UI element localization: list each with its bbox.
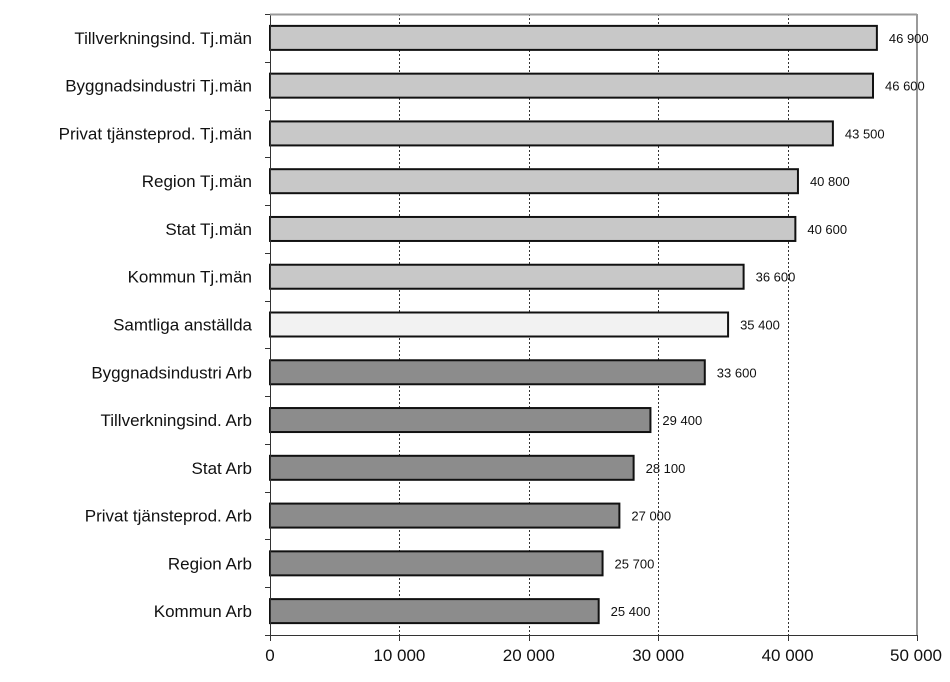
- category-label: Privat tjänsteprod. Arb: [85, 507, 252, 526]
- value-label: 40 800: [810, 174, 850, 189]
- x-tick-label: 50 000: [890, 646, 942, 665]
- bar: [269, 72, 875, 99]
- category-label: Tillverkningsind. Arb: [101, 411, 253, 430]
- value-label: 40 600: [807, 222, 847, 237]
- bar: [269, 407, 652, 434]
- category-label: Byggnadsindustri Tj.män: [65, 77, 252, 96]
- value-label: 29 400: [662, 413, 702, 428]
- category-label: Stat Arb: [192, 459, 252, 478]
- bar: [269, 24, 878, 51]
- bars: [269, 24, 878, 625]
- value-label: 35 400: [740, 318, 780, 333]
- value-label: 28 100: [646, 461, 686, 476]
- grid-lines: [399, 14, 789, 635]
- value-label: 46 900: [889, 31, 929, 46]
- category-label: Samtliga anställda: [113, 316, 252, 335]
- category-label: Region Tj.män: [142, 172, 252, 191]
- value-label: 33 600: [717, 365, 757, 380]
- bar: [269, 550, 604, 577]
- x-tick-label: 30 000: [632, 646, 684, 665]
- bar: [269, 359, 706, 386]
- bar: [269, 311, 730, 338]
- category-label: Region Arb: [168, 554, 252, 573]
- x-tick-label: 0: [265, 646, 274, 665]
- category-label: Stat Tj.män: [165, 220, 252, 239]
- value-label: 27 000: [631, 509, 671, 524]
- x-tick-label: 20 000: [503, 646, 555, 665]
- category-label: Kommun Tj.män: [128, 268, 252, 287]
- bar: [269, 168, 799, 195]
- value-label: 43 500: [845, 126, 885, 141]
- category-label: Byggnadsindustri Arb: [91, 363, 252, 382]
- bar: [269, 502, 621, 529]
- bar: [269, 598, 600, 625]
- bar: [269, 215, 797, 242]
- value-label: 25 700: [615, 556, 655, 571]
- bar: [269, 263, 745, 290]
- category-label: Kommun Arb: [154, 602, 252, 621]
- value-label: 25 400: [611, 604, 651, 619]
- x-tick-label: 10 000: [373, 646, 425, 665]
- value-label: 46 600: [885, 79, 925, 94]
- x-tick-label: 40 000: [762, 646, 814, 665]
- category-label: Tillverkningsind. Tj.män: [74, 29, 252, 48]
- bar: [269, 454, 635, 481]
- value-label: 36 600: [756, 270, 796, 285]
- labels: Tillverkningsind. Tj.män Byggnadsindustri…: [59, 29, 942, 665]
- bar: [269, 120, 834, 147]
- category-label: Privat tjänsteprod. Tj.män: [59, 124, 252, 143]
- plot-frame: [265, 13, 918, 641]
